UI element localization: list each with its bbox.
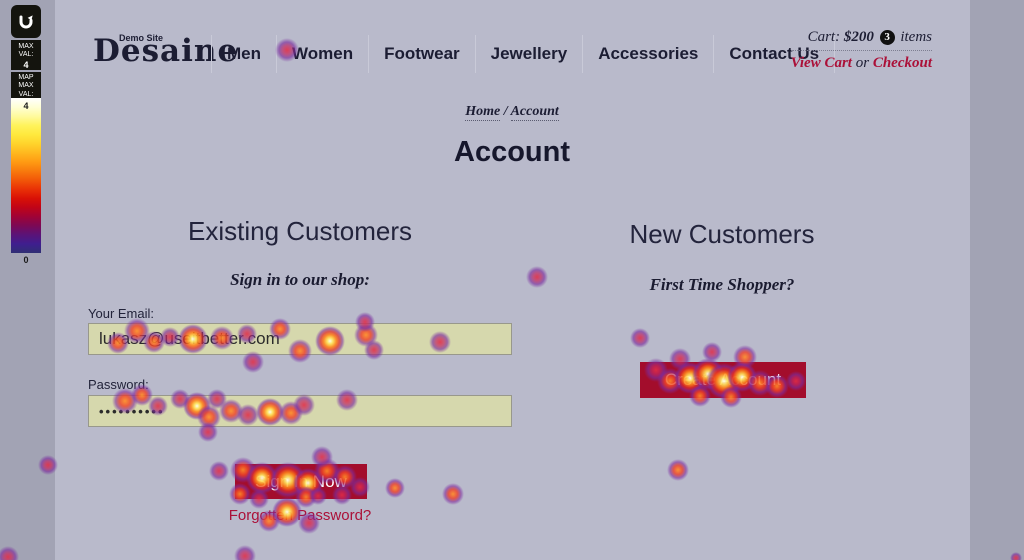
site-page — [55, 0, 970, 560]
cart-amount: $200 — [843, 29, 874, 45]
password-label: Password: — [88, 377, 149, 392]
email-input[interactable] — [88, 323, 512, 355]
u-arrow-icon — [19, 14, 33, 28]
email-label: Your Email: — [88, 306, 154, 321]
nav-label: Contact Us — [729, 44, 820, 63]
scale-max-label: 4 — [23, 101, 29, 111]
nav-item-contact-us[interactable]: Contact Us — [713, 35, 836, 73]
existing-customers-heading: Existing Customers — [188, 216, 412, 246]
nav-item-men[interactable]: Men — [211, 35, 276, 73]
heatmap-max-value: MAX VAL: 4 — [11, 40, 41, 70]
nav-item-footwear[interactable]: Footwear — [368, 35, 475, 73]
password-input[interactable] — [88, 395, 512, 427]
map-max-val-label: MAP MAX VAL: — [18, 74, 34, 98]
cart-items-label: items — [900, 29, 932, 45]
cart-status: Cart: $200 3 items — [790, 29, 932, 51]
breadcrumb-current[interactable]: Account — [510, 104, 559, 121]
cart-label: Cart: — [807, 29, 841, 45]
create-account-button[interactable]: Create Account — [640, 362, 806, 398]
heatmap-color-scale — [11, 98, 41, 253]
page-title: Account — [454, 136, 570, 168]
new-customers-heading: New Customers — [629, 219, 815, 249]
first-time-shopper-subtitle: First Time Shopper? — [649, 275, 795, 294]
main-nav: Men Women Footwear Jewellery Accessories… — [211, 35, 836, 73]
nav-label: Men — [227, 44, 261, 63]
nav-label: Women — [292, 44, 354, 63]
sign-in-button[interactable]: Sign In Now — [235, 464, 367, 499]
useitbetter-logo-icon[interactable] — [11, 5, 41, 38]
nav-label: Accessories — [598, 44, 699, 63]
nav-item-accessories[interactable]: Accessories — [582, 35, 713, 73]
heatmap-map-max-value: MAP MAX VAL: — [11, 72, 41, 98]
checkout-link[interactable]: Checkout — [872, 55, 932, 71]
breadcrumb-home-link[interactable]: Home — [465, 104, 501, 121]
nav-label: Jewellery — [490, 44, 568, 63]
view-cart-link[interactable]: View Cart — [790, 55, 852, 71]
max-val-label: MAX VAL: — [18, 43, 34, 59]
cart-count-badge: 3 — [879, 30, 895, 45]
breadcrumb-separator: / — [503, 104, 508, 119]
scale-min-label: 0 — [23, 255, 29, 265]
cart-links: View Cart or Checkout — [791, 55, 932, 72]
or-label: or — [855, 55, 870, 71]
nav-label: Footwear — [384, 44, 460, 63]
heatmap-point — [1010, 552, 1022, 560]
site-tagline: Demo Site — [119, 33, 164, 43]
max-val-number: 4 — [23, 59, 29, 70]
breadcrumb: Home / Account — [0, 104, 1024, 121]
cart-summary: Cart: $200 3 items View Cart or Checkout — [790, 29, 932, 72]
nav-item-women[interactable]: Women — [276, 35, 368, 73]
signin-subtitle: Sign in to our shop: — [230, 270, 370, 289]
nav-item-jewellery[interactable]: Jewellery — [474, 35, 583, 73]
site-logo[interactable]: Desaine — [93, 33, 239, 69]
forgotten-password-link[interactable]: Forgotten Password? — [228, 507, 372, 524]
heatmap-point — [0, 546, 19, 560]
